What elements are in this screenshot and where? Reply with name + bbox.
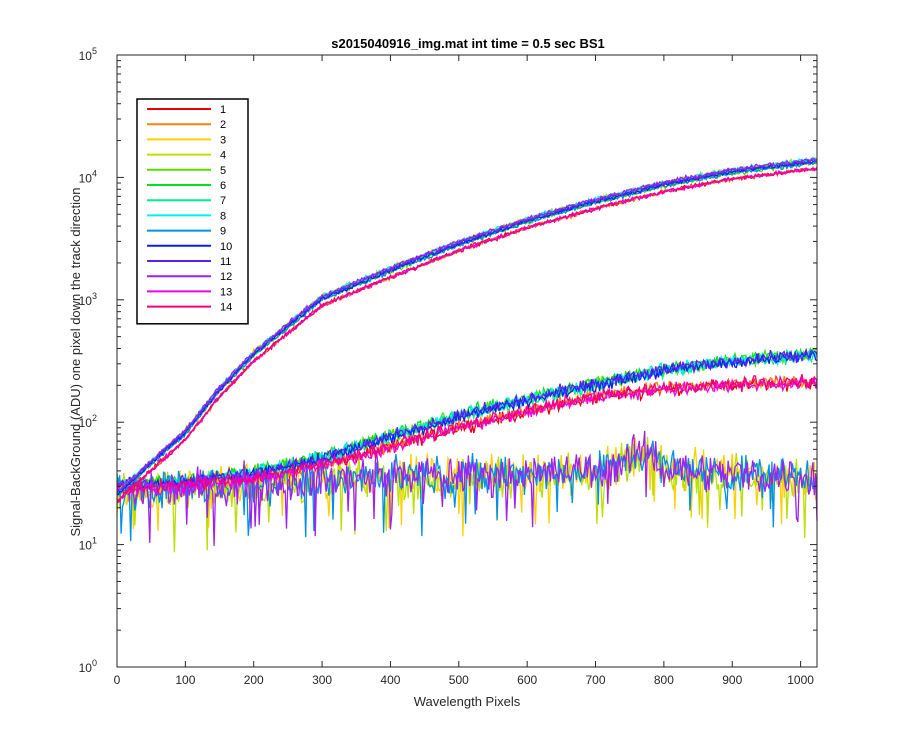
legend-label-3: 3 [220, 134, 226, 146]
series-14-trace-high [116, 167, 818, 503]
chart-title: s2015040916_img.mat int time = 0.5 sec B… [331, 36, 605, 51]
y-tick-exponent: 1 [92, 536, 97, 546]
legend-label-9: 9 [220, 226, 226, 238]
legend-label-5: 5 [220, 165, 226, 177]
x-axis: 0 100 200 300 400 500 600 700 800 900 1000 [114, 55, 814, 687]
legend-label-12: 12 [220, 271, 232, 283]
x-tick-label: 1000 [787, 673, 814, 687]
x-tick-label: 200 [244, 673, 264, 687]
x-tick-label: 800 [654, 673, 674, 687]
series-12-trace-high [116, 157, 818, 492]
x-tick-label: 0 [114, 673, 121, 687]
y-tick-exponent: 5 [92, 46, 97, 56]
x-tick-label: 300 [312, 673, 332, 687]
x-tick-label: 900 [722, 673, 742, 687]
y-tick-exponent: 2 [92, 413, 97, 423]
series-layer [116, 156, 818, 553]
x-tick-label: 500 [449, 673, 469, 687]
legend-label-10: 10 [220, 241, 232, 253]
legend-label-2: 2 [220, 119, 226, 131]
legend-label-14: 14 [220, 302, 232, 314]
legend-label-1: 1 [220, 104, 226, 116]
y-tick-exponent: 0 [92, 658, 97, 668]
legend-label-11: 11 [220, 256, 231, 268]
y-tick-exponent: 4 [92, 168, 97, 178]
legend-label-13: 13 [220, 286, 232, 298]
series-14-trace-low [116, 374, 818, 493]
x-tick-label: 100 [175, 673, 195, 687]
legend-label-6: 6 [220, 180, 226, 192]
x-axis-label: Wavelength Pixels [414, 694, 521, 709]
x-tick-label: 400 [380, 673, 400, 687]
y-axis-label: Signal-BackGround (ADU) one pixel down t… [68, 187, 83, 536]
axes-frame [116, 54, 818, 668]
legend-label-7: 7 [220, 195, 226, 207]
x-tick-label: 600 [517, 673, 537, 687]
y-tick-exponent: 3 [92, 291, 97, 301]
legend-box [136, 98, 249, 325]
legend-label-4: 4 [220, 150, 226, 162]
legend-label-8: 8 [220, 210, 226, 222]
x-tick-label: 700 [586, 673, 606, 687]
